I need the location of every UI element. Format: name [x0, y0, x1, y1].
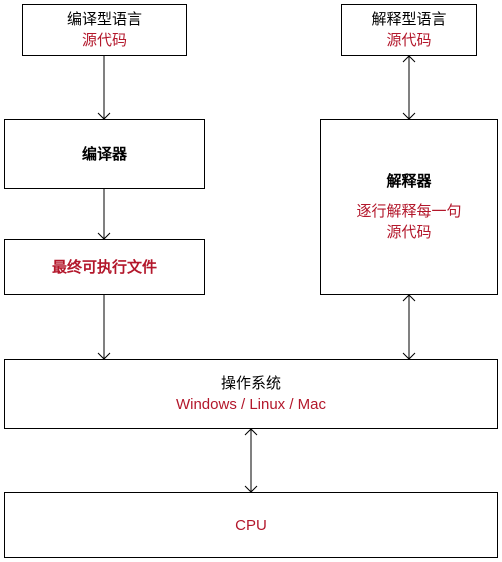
- arrowhead-up: [403, 56, 415, 62]
- edge-interpreter-os: [403, 295, 415, 359]
- node-compiledSrc-line: 源代码: [82, 30, 127, 51]
- arrowhead-up: [403, 295, 415, 301]
- edge-os-cpu: [245, 429, 257, 492]
- node-executable: 最终可执行文件: [4, 239, 205, 295]
- node-interpretedSrc: 解释型语言源代码: [341, 4, 477, 56]
- node-interpretedSrc-line: 解释型语言: [371, 9, 446, 30]
- node-interpreter-line: 逐行解释每一句: [356, 201, 461, 222]
- edge-compiler-executable: [98, 189, 110, 239]
- edge-compiledSrc-compiler: [98, 56, 110, 119]
- node-interpreter: 解释器逐行解释每一句源代码: [320, 119, 498, 295]
- node-interpreter-line: 解释器: [386, 171, 431, 192]
- node-compiler: 编译器: [4, 119, 205, 189]
- node-cpu: CPU: [4, 492, 498, 558]
- node-os-line: Windows / Linux / Mac: [176, 394, 326, 415]
- node-compiler-line: 编译器: [82, 144, 127, 165]
- node-compiledSrc-line: 编译型语言: [67, 9, 142, 30]
- edge-executable-os: [98, 295, 110, 359]
- node-os: 操作系统Windows / Linux / Mac: [4, 359, 498, 429]
- node-compiledSrc: 编译型语言源代码: [22, 4, 187, 56]
- node-os-line: 操作系统: [221, 373, 281, 394]
- arrowhead-up: [245, 429, 257, 435]
- node-executable-line: 最终可执行文件: [52, 257, 157, 278]
- node-cpu-line: CPU: [235, 515, 267, 536]
- edge-interpretedSrc-interpreter: [403, 56, 415, 119]
- node-interpreter-line: 源代码: [386, 222, 431, 243]
- node-interpretedSrc-line: 源代码: [386, 30, 431, 51]
- diagram-canvas: 编译型语言源代码解释型语言源代码编译器解释器逐行解释每一句源代码最终可执行文件操…: [0, 0, 502, 562]
